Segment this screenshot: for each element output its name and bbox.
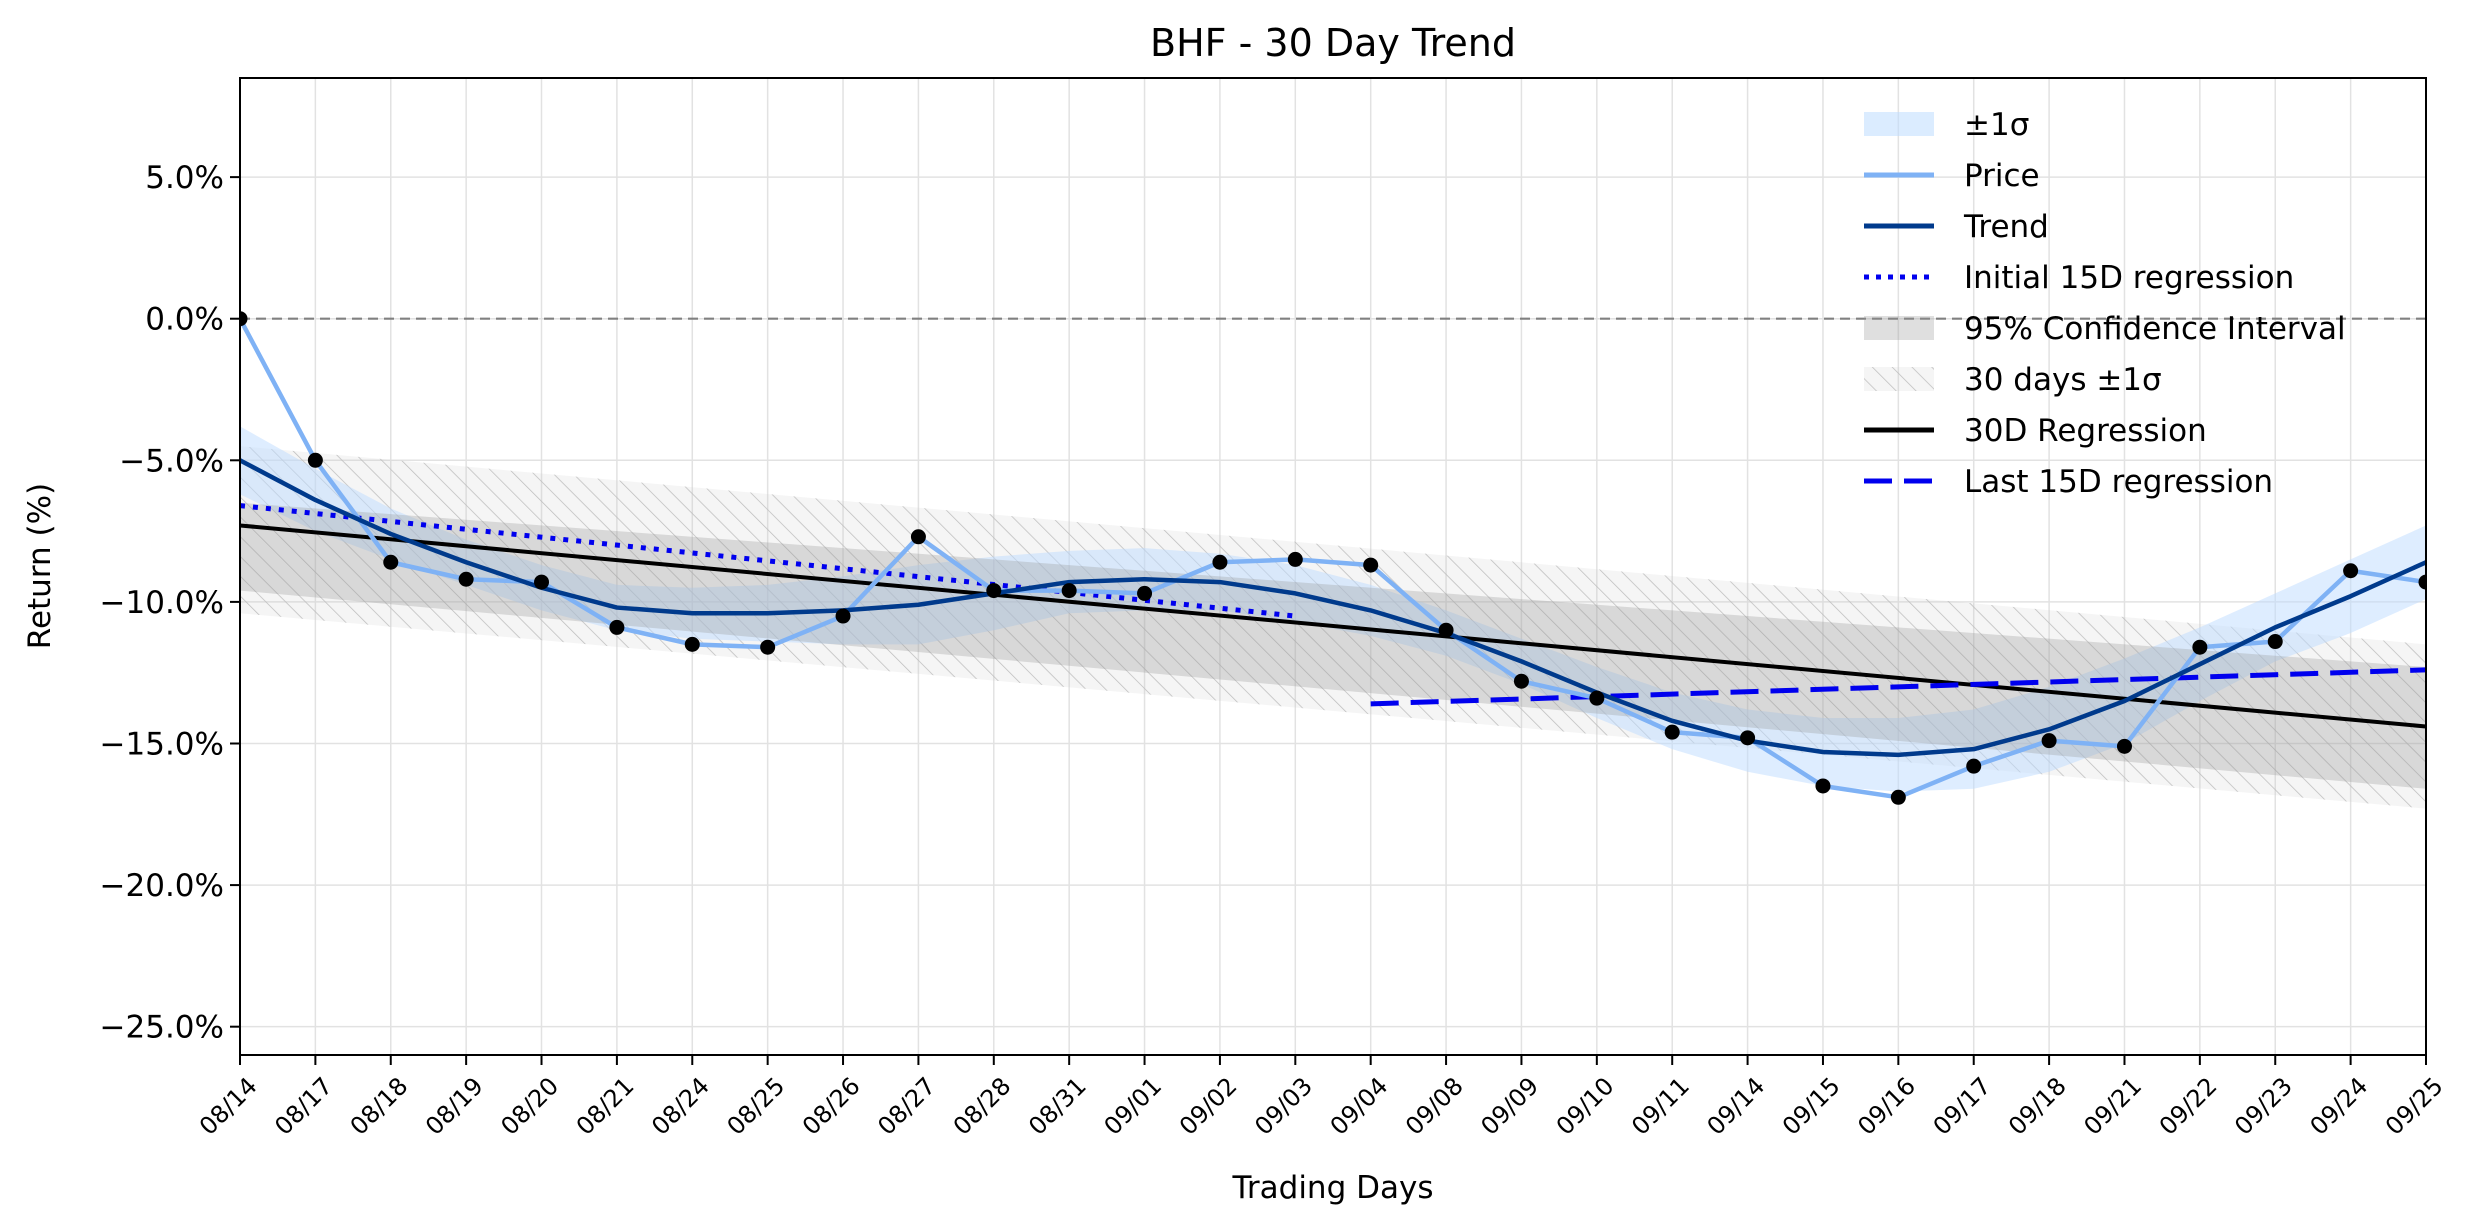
x-tick-label: 08/19 <box>420 1072 489 1141</box>
x-tick-label: 09/08 <box>1400 1072 1469 1141</box>
price-point <box>1815 778 1831 794</box>
price-point <box>2192 639 2208 655</box>
legend-label: Trend <box>1963 209 2049 245</box>
x-tick-label: 08/21 <box>571 1072 640 1141</box>
price-point <box>1438 622 1454 638</box>
initial-15d-regression-line <box>240 503 1296 619</box>
legend-swatch <box>1864 367 1934 391</box>
plot-frame <box>239 77 2427 1056</box>
price-point <box>1589 690 1605 706</box>
y-tick-label: −10.0% <box>100 585 224 621</box>
y-axis: 5.0% 0.0% −5.0% −10.0% −15.0% −20.0% −25.0% <box>100 160 240 1046</box>
x-axis-label: Trading Days <box>1232 1170 1434 1206</box>
x-tick-label: 09/14 <box>1702 1072 1771 1141</box>
x-tick-label: 08/25 <box>722 1072 791 1141</box>
price-point <box>1966 758 1982 774</box>
price-point <box>2116 738 2132 754</box>
x-tick-label: 08/20 <box>495 1072 564 1141</box>
x-tick-label: 08/24 <box>646 1072 715 1141</box>
legend-label: Initial 15D regression <box>1964 260 2294 296</box>
x-axis: 08/14 08/17 08/18 08/19 08/20 08/21 08/24 08/25… <box>194 1055 2449 1141</box>
x-tick-label: 08/14 <box>194 1072 263 1141</box>
price-point <box>1061 583 1077 599</box>
price-point <box>1890 789 1906 805</box>
x-tick-label: 08/17 <box>269 1072 338 1141</box>
x-tick-label: 09/04 <box>1325 1072 1394 1141</box>
x-tick-label: 08/28 <box>948 1072 1017 1141</box>
x-tick-label: 08/18 <box>345 1072 414 1141</box>
x-tick-label: 09/24 <box>2305 1072 2374 1141</box>
x-tick-label: 09/11 <box>1626 1072 1695 1141</box>
price-point <box>1137 585 1153 601</box>
price-point <box>609 619 625 635</box>
x-tick-label: 09/15 <box>1777 1072 1846 1141</box>
price-point <box>1212 554 1228 570</box>
regression-30d-line <box>240 523 2426 729</box>
price-point <box>240 311 248 327</box>
y-tick-label: −15.0% <box>100 726 224 762</box>
y-tick-label: 5.0% <box>145 160 224 196</box>
price-point <box>1287 551 1303 567</box>
price-point <box>1363 557 1379 573</box>
legend-label: 30 days ±1σ <box>1964 362 2162 398</box>
legend-label: ±1σ <box>1964 107 2029 143</box>
y-tick-label: −5.0% <box>119 443 224 479</box>
x-tick-label: 08/26 <box>797 1072 866 1141</box>
price-point <box>2041 733 2057 749</box>
chart-title: BHF - 30 Day Trend <box>1150 21 1516 65</box>
x-tick-label: 09/10 <box>1551 1072 1620 1141</box>
sigma-band <box>240 426 2426 792</box>
legend-label: Last 15D regression <box>1964 464 2273 500</box>
price-point <box>307 452 323 468</box>
price-point <box>835 608 851 624</box>
price-line <box>240 317 2426 800</box>
x-tick-label: 09/23 <box>2229 1072 2298 1141</box>
x-tick-label: 09/18 <box>2003 1072 2072 1141</box>
legend-label: 95% Confidence Interval <box>1964 311 2346 347</box>
price-point <box>986 583 1002 599</box>
legend-swatch <box>1864 316 1934 340</box>
legend: ±1σ Price Trend Initial 15D regression 95% C… <box>1864 107 2346 500</box>
last-15d-regression-line <box>1370 667 2426 707</box>
y-axis-label: Return (%) <box>22 483 58 649</box>
x-tick-label: 09/03 <box>1249 1072 1318 1141</box>
y-tick-label: −25.0% <box>100 1010 224 1046</box>
x-tick-label: 08/27 <box>872 1072 941 1141</box>
legend-swatch <box>1864 112 1934 136</box>
price-point <box>2343 563 2359 579</box>
x-tick-label: 09/25 <box>2380 1072 2449 1141</box>
x-tick-label: 09/21 <box>2078 1072 2147 1141</box>
x-tick-label: 09/22 <box>2154 1072 2223 1141</box>
trend-line <box>240 458 2426 758</box>
x-tick-label: 09/17 <box>1928 1072 1997 1141</box>
price-point <box>684 636 700 652</box>
price-point <box>383 554 399 570</box>
y-tick-label: 0.0% <box>145 302 224 338</box>
x-tick-label: 09/02 <box>1174 1072 1243 1141</box>
price-point <box>534 574 550 590</box>
price-point <box>910 529 926 545</box>
x-tick-label: 08/31 <box>1023 1072 1092 1141</box>
legend-label: Price <box>1964 158 2040 194</box>
price-point <box>760 639 776 655</box>
price-point <box>458 571 474 587</box>
price-point <box>1740 730 1756 746</box>
legend-label: 30D Regression <box>1964 413 2207 449</box>
price-point <box>1664 724 1680 740</box>
x-tick-label: 09/09 <box>1475 1072 1544 1141</box>
plot-area <box>240 311 2426 809</box>
x-tick-label: 09/01 <box>1099 1072 1168 1141</box>
price-point <box>2418 574 2426 590</box>
y-tick-label: −20.0% <box>100 868 224 904</box>
x-tick-label: 09/16 <box>1852 1072 1921 1141</box>
price-point <box>1513 673 1529 689</box>
price-point <box>2267 634 2283 650</box>
